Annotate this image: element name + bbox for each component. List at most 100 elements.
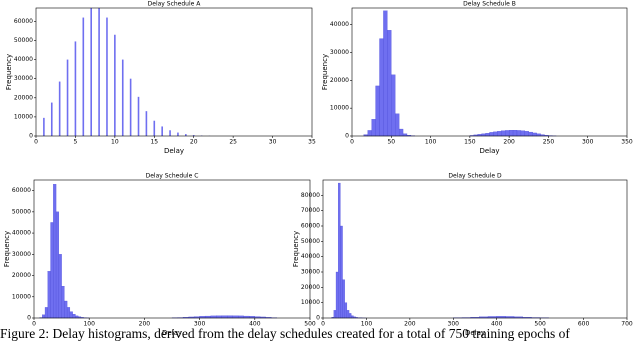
chart-title: Delay Schedule C — [146, 173, 199, 180]
histogram-bar — [521, 131, 525, 136]
histogram-bar — [505, 130, 509, 136]
histogram-bar — [42, 315, 45, 318]
histogram-bar — [380, 39, 384, 136]
x-tick-label: 30 — [269, 139, 277, 146]
histogram-bar — [391, 75, 395, 136]
histogram-bar — [513, 130, 517, 136]
histogram-bar — [56, 212, 59, 318]
x-tick-label: 100 — [425, 139, 437, 146]
histogram-bar — [490, 132, 494, 136]
x-tick-label: 500 — [534, 321, 546, 328]
x-tick-label: 200 — [404, 321, 416, 328]
histogram-bar — [383, 11, 387, 136]
x-tick-label: 600 — [578, 321, 590, 328]
histogram-bar — [517, 130, 521, 136]
x-tick-label: 500 — [304, 321, 316, 328]
bar — [83, 18, 85, 136]
bar — [51, 103, 53, 136]
bar — [106, 18, 108, 136]
histogram-bar — [368, 130, 372, 136]
x-tick-label: 5 — [74, 139, 78, 146]
x-tick-label: 15 — [150, 139, 158, 146]
histogram-bar — [70, 312, 73, 318]
y-tick-label: 10000 — [12, 293, 31, 300]
bar — [169, 130, 171, 136]
bar — [122, 60, 124, 136]
histogram-bar — [227, 316, 233, 318]
y-axis-label: Frequency — [321, 54, 329, 90]
histogram-bar — [497, 131, 501, 136]
histogram-bar — [525, 131, 529, 136]
histogram-bar — [537, 134, 541, 136]
bar — [153, 121, 155, 136]
y-tick-label: 40000 — [301, 253, 320, 260]
y-tick-label: 10000 — [14, 113, 33, 120]
y-tick-label: 0 — [29, 133, 33, 140]
bar — [75, 41, 77, 136]
bar — [59, 82, 61, 136]
y-tick-label: 40000 — [12, 230, 31, 237]
histogram-bar — [351, 316, 353, 318]
y-tick-label: 30000 — [14, 75, 33, 82]
y-tick-label: 0 — [316, 315, 320, 322]
y-tick-label: 10000 — [330, 105, 349, 112]
x-tick-label: 200 — [139, 321, 151, 328]
x-tick-label: 100 — [361, 321, 373, 328]
y-tick-label: 50000 — [14, 37, 33, 44]
x-tick-label: 10 — [111, 139, 119, 146]
x-tick-label: 50 — [387, 139, 395, 146]
histogram-bar — [395, 114, 399, 136]
bar — [90, 8, 92, 136]
y-tick-label: 30000 — [330, 49, 349, 56]
histogram-bar — [345, 303, 347, 318]
bar — [130, 79, 132, 136]
y-axis-label: Frequency — [5, 54, 13, 90]
x-tick-label: 150 — [464, 139, 476, 146]
plot-frame — [323, 180, 627, 318]
histogram-bar — [340, 226, 342, 318]
histogram-bar — [211, 316, 217, 318]
bar — [114, 35, 116, 136]
y-tick-label: 30000 — [12, 251, 31, 258]
y-tick-label: 80000 — [301, 192, 320, 199]
x-tick-label: 350 — [621, 139, 633, 146]
bar — [43, 118, 45, 136]
chart-title: Delay Schedule D — [448, 173, 502, 180]
x-tick-label: 300 — [582, 139, 594, 146]
x-tick-label: 25 — [229, 139, 237, 146]
histogram-bar — [403, 134, 407, 136]
histogram-bar — [529, 132, 533, 136]
x-tick-label: 300 — [448, 321, 460, 328]
histogram-bar — [533, 133, 537, 136]
histogram-bar — [334, 310, 336, 318]
y-tick-label: 40000 — [14, 56, 33, 63]
x-tick-label: 35 — [308, 139, 316, 146]
y-tick-label: 60000 — [301, 223, 320, 230]
bar — [138, 97, 140, 136]
histogram-bar — [349, 313, 351, 318]
histogram-bar — [45, 307, 48, 318]
y-tick-label: 30000 — [301, 269, 320, 276]
y-tick-label: 40000 — [330, 21, 349, 28]
chart-title: Delay Schedule B — [463, 1, 516, 8]
x-tick-label: 250 — [543, 139, 555, 146]
histogram-bar — [509, 130, 513, 136]
histogram-bar — [62, 286, 65, 318]
x-tick-label: 400 — [249, 321, 261, 328]
x-tick-label: 200 — [503, 139, 515, 146]
x-tick-label: 400 — [491, 321, 503, 328]
bar — [177, 133, 179, 136]
bar — [98, 8, 100, 136]
histogram-bar — [486, 133, 490, 136]
histogram-bar — [372, 119, 376, 136]
x-axis-label: Delay — [162, 329, 182, 337]
histogram-bar — [64, 301, 67, 318]
histogram-bar — [336, 272, 338, 318]
x-tick-label: 700 — [621, 321, 633, 328]
y-tick-label: 0 — [27, 315, 31, 322]
y-axis-label: Frequency — [3, 231, 11, 267]
x-tick-label: 0 — [321, 321, 325, 328]
histogram-bar — [53, 184, 56, 318]
histogram-bar — [48, 271, 51, 318]
